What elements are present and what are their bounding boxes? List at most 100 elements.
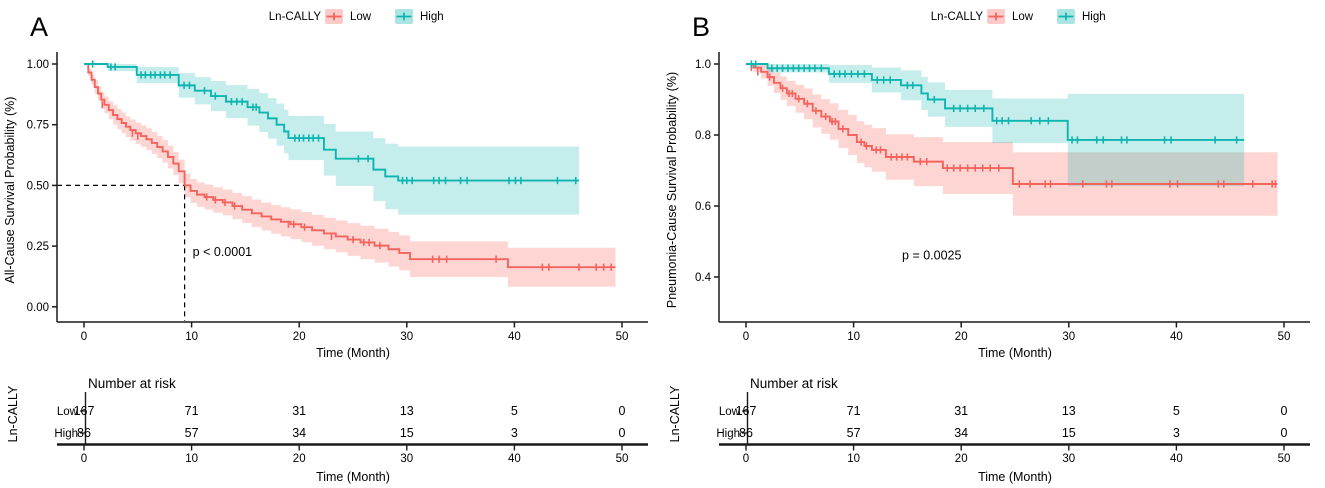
x-axis-title: Time (Month) xyxy=(978,346,1052,360)
legend-item-high: High xyxy=(395,9,444,24)
risk-count: 86 xyxy=(739,426,753,440)
risk-axis-tick-label: 40 xyxy=(1170,453,1183,465)
y-tick-label: 0.25 xyxy=(27,241,49,253)
censor-marks-high xyxy=(91,60,577,185)
y-axis-title: Pneumonia-Cause Survival Probability (%) xyxy=(665,72,679,308)
risk-axis-tick-label: 50 xyxy=(1278,453,1291,465)
legend: Ln-CALLY Low High xyxy=(931,9,1106,24)
risk-row-label: Low xyxy=(57,406,79,418)
median-guide xyxy=(57,184,186,321)
risk-axis-tick-label: 0 xyxy=(743,453,749,465)
risk-axis-tick-label: 20 xyxy=(293,453,306,465)
legend-item-low: Low xyxy=(325,9,372,24)
x-axis-title: Time (Month) xyxy=(316,346,390,360)
risk-axis-title: Time (Month) xyxy=(978,470,1052,484)
legend-label-high: High xyxy=(1082,11,1106,23)
risk-count: 0 xyxy=(1281,404,1288,418)
risk-count: 13 xyxy=(1062,404,1076,418)
censor-marks-low xyxy=(101,101,613,271)
y-axis-title: All-Cause Survival Probability (%) xyxy=(3,97,17,284)
risk-count: 167 xyxy=(74,404,95,418)
y-tick-label: 0.00 xyxy=(27,302,49,314)
legend-label-low: Low xyxy=(350,11,372,23)
risk-count: 71 xyxy=(185,404,199,418)
risk-row-label: High xyxy=(54,428,78,440)
x-tick-label: 50 xyxy=(1278,331,1291,343)
risk-count: 0 xyxy=(619,426,626,440)
risk-table-title: Number at risk xyxy=(750,376,838,391)
x-tick-label: 10 xyxy=(847,331,860,343)
legend-label-high: High xyxy=(420,11,444,23)
legend-label-low: Low xyxy=(1012,11,1034,23)
risk-axis-title: Time (Month) xyxy=(316,470,390,484)
panel-b: B Ln-CALLY Low High p = 0.0025 0.4 0.6 0.8 1.0 0 1… xyxy=(662,0,1324,488)
x-tick-label: 20 xyxy=(955,331,968,343)
risk-table-group-label: Ln-CALLY xyxy=(6,385,20,442)
risk-table-group-label: Ln-CALLY xyxy=(668,385,682,442)
risk-count: 31 xyxy=(292,404,306,418)
risk-count: 86 xyxy=(77,426,91,440)
panel-label: A xyxy=(30,12,48,42)
legend-item-low: Low xyxy=(987,9,1034,24)
x-tick-label: 30 xyxy=(400,331,413,343)
x-tick-label: 0 xyxy=(81,331,87,343)
risk-count: 5 xyxy=(1173,404,1180,418)
risk-axis-tick-label: 50 xyxy=(616,453,629,465)
y-tick-label: 1.0 xyxy=(695,59,711,71)
y-tick-label: 0.4 xyxy=(695,272,712,284)
risk-axis-tick-label: 10 xyxy=(847,453,860,465)
risk-axis-tick-label: 10 xyxy=(185,453,198,465)
x-tick-label: 0 xyxy=(743,331,749,343)
confidence-band-high xyxy=(84,64,579,217)
risk-table-title: Number at risk xyxy=(88,376,176,391)
risk-axis-tick-label: 0 xyxy=(81,453,87,465)
risk-count: 15 xyxy=(1062,426,1076,440)
p-value-label: p < 0.0001 xyxy=(193,245,252,259)
risk-count: 34 xyxy=(292,426,306,440)
risk-row-label: Low xyxy=(719,406,741,418)
axes xyxy=(52,52,648,328)
survival-curve-high xyxy=(746,63,1245,141)
risk-axis-tick-label: 30 xyxy=(1062,453,1075,465)
y-tick-label: 0.50 xyxy=(27,180,49,192)
p-value-label: p = 0.0025 xyxy=(902,248,961,262)
survival-curve-low xyxy=(84,63,616,269)
risk-count: 71 xyxy=(847,404,861,418)
x-tick-label: 20 xyxy=(293,331,306,343)
risk-count: 31 xyxy=(954,404,968,418)
panel-a-chart: A Ln-CALLY Low High p < 0.0001 0.00 0.25 0.50 0.… xyxy=(3,9,648,484)
x-tick-label: 40 xyxy=(508,331,521,343)
risk-count: 3 xyxy=(1173,426,1180,440)
axes xyxy=(714,52,1310,328)
confidence-band-low xyxy=(84,64,616,289)
legend-item-high: High xyxy=(1057,9,1106,24)
x-tick-label: 30 xyxy=(1062,331,1075,343)
censor-marks-low xyxy=(750,63,1277,188)
risk-count: 167 xyxy=(736,404,757,418)
legend-title: Ln-CALLY xyxy=(269,11,322,23)
y-tick-label: 0.75 xyxy=(27,120,49,132)
risk-axis-tick-label: 40 xyxy=(508,453,521,465)
x-tick-label: 40 xyxy=(1170,331,1183,343)
risk-axis-tick-label: 20 xyxy=(955,453,968,465)
panel-b-chart: B Ln-CALLY Low High p = 0.0025 0.4 0.6 0.8 1.0 0 1… xyxy=(665,9,1310,484)
legend-title: Ln-CALLY xyxy=(931,11,984,23)
y-tick-label: 1.00 xyxy=(27,59,49,71)
panel-a: A Ln-CALLY Low High p < 0.0001 0.00 0.25 0.50 0.… xyxy=(0,0,662,488)
y-tick-label: 0.8 xyxy=(695,130,711,142)
risk-axis-tick-label: 30 xyxy=(400,453,413,465)
panel-label: B xyxy=(692,12,710,42)
risk-count: 0 xyxy=(1281,426,1288,440)
risk-row-high: High 86 57 34 15 3 0 xyxy=(716,426,1287,440)
risk-row-high: High 86 57 34 15 3 0 xyxy=(54,426,625,440)
risk-row-label: High xyxy=(716,428,740,440)
censor-marks-high xyxy=(750,60,1238,144)
risk-count: 57 xyxy=(185,426,199,440)
risk-count: 15 xyxy=(400,426,414,440)
risk-count: 0 xyxy=(619,404,626,418)
